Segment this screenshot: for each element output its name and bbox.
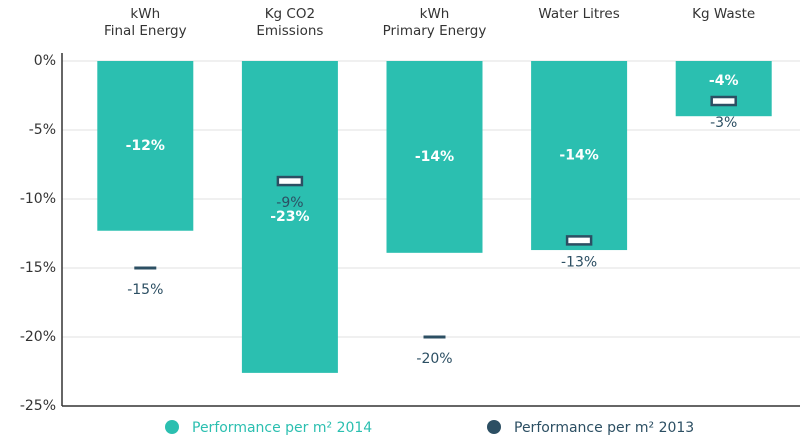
marker-2013 — [134, 266, 157, 270]
marker-label: -20% — [416, 351, 452, 367]
x-tick-label: kWh Final Energy — [103, 6, 187, 39]
bar-label: -4% — [709, 73, 739, 89]
marker-2013 — [565, 235, 593, 246]
bar — [386, 61, 483, 253]
marker-label: -15% — [127, 282, 163, 298]
marker-2013 — [423, 335, 446, 339]
y-tick-label: -15% — [20, 260, 56, 276]
legend-swatch — [165, 420, 179, 434]
marker-label: -9% — [276, 195, 303, 211]
bar-label: -14% — [415, 149, 454, 165]
y-tick-label: 0% — [34, 53, 56, 69]
bar — [241, 61, 338, 373]
bar — [675, 61, 772, 117]
bar — [531, 61, 628, 251]
x-tick-label: kWh Primary Energy — [382, 6, 487, 39]
marker-2013 — [710, 95, 737, 107]
y-tick-label: -20% — [20, 329, 56, 345]
legend-swatch — [487, 420, 501, 434]
bar-label: -14% — [559, 148, 598, 164]
y-tick-label: -25% — [20, 398, 56, 414]
x-tick-label: Water Litres — [538, 6, 620, 22]
x-tick-label: Kg CO2 Emissions — [256, 6, 324, 39]
bar — [97, 61, 194, 231]
marker-2013 — [276, 175, 304, 187]
legend-label: Performance per m² 2013 — [514, 420, 694, 436]
marker-label: -13% — [561, 254, 597, 270]
bar-label: -23% — [270, 209, 309, 225]
x-tick-label: Kg Waste — [692, 6, 756, 22]
y-tick-label: -5% — [29, 122, 56, 138]
marker-label: -3% — [710, 115, 737, 131]
legend-label: Performance per m² 2014 — [192, 420, 372, 436]
y-tick-label: -10% — [20, 191, 56, 207]
bar-label: -12% — [126, 138, 165, 154]
